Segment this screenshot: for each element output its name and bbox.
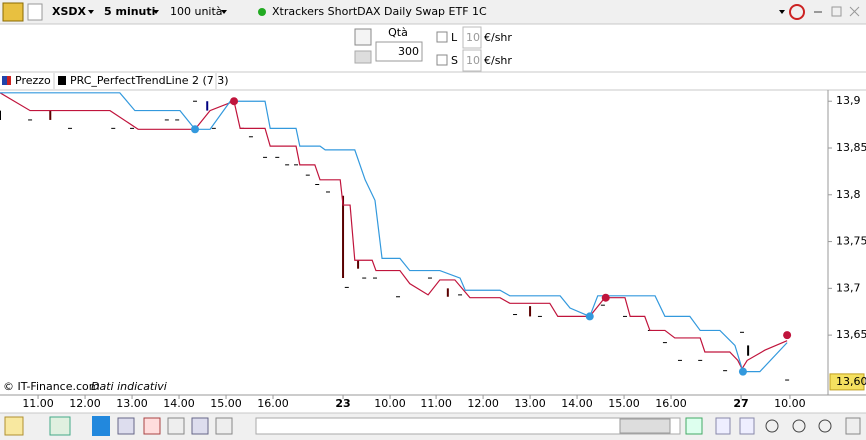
x-tick-label: 11.00 — [420, 397, 452, 410]
short-checkbox[interactable] — [436, 54, 448, 66]
note: Dati indicativi — [91, 380, 167, 393]
legend-price: Prezzo — [15, 74, 51, 87]
long-checkbox[interactable] — [436, 31, 448, 43]
legend-indicator: PRC_PerfectTrendLine 2 (7 3) — [70, 74, 229, 87]
redo[interactable] — [739, 417, 755, 435]
source: © IT-Finance.com — [3, 380, 100, 393]
x-tick-label: 16.00 — [655, 397, 687, 410]
short-label: S — [451, 54, 458, 67]
timeframe[interactable]: 5 minuti — [104, 5, 155, 18]
demo-icon[interactable] — [2, 2, 24, 22]
qty-value[interactable]: 300 — [398, 45, 419, 58]
x-tick-label: 14.00 — [163, 397, 195, 410]
instrument: Xtrackers ShortDAX Daily Swap ETF 1C — [272, 5, 487, 18]
refresh-icon[interactable] — [789, 4, 805, 20]
quantity[interactable]: 100 unità — [170, 5, 223, 18]
tool[interactable] — [143, 417, 161, 435]
y-tick-label: 13,75 — [836, 235, 866, 248]
signal-dot — [783, 331, 792, 340]
legend-swatch — [7, 76, 11, 85]
short-value[interactable]: 10 — [466, 54, 480, 67]
tool[interactable] — [167, 417, 185, 435]
symbol[interactable]: XSDX — [52, 5, 87, 18]
x-tick-label: 13.00 — [514, 397, 546, 410]
long-value[interactable]: 10 — [466, 31, 480, 44]
x-tick-label: 12.00 — [467, 397, 499, 410]
signal-dot — [601, 293, 610, 302]
x-tick-label: 16.00 — [257, 397, 289, 410]
zoom-in[interactable] — [818, 419, 832, 433]
x-tick-label: 11.00 — [22, 397, 54, 410]
top-toolbar — [0, 0, 866, 24]
scrollbar[interactable] — [255, 417, 681, 435]
draw-tool[interactable] — [4, 416, 24, 436]
last-price-label: 13,60 — [836, 375, 866, 388]
x-tick-label: 15.00 — [210, 397, 242, 410]
status-dot — [258, 8, 266, 16]
settings-icon[interactable] — [354, 28, 372, 46]
long-label: L — [451, 31, 458, 44]
signal-dot — [230, 97, 239, 106]
y-tick-label: 13,85 — [836, 141, 866, 154]
tool[interactable] — [685, 417, 703, 435]
legend-swatch — [58, 76, 66, 85]
short-input[interactable] — [462, 49, 482, 72]
share-tool[interactable] — [92, 416, 110, 436]
legend-swatch — [2, 76, 7, 85]
trend-line — [0, 92, 788, 373]
qty-input[interactable] — [375, 41, 423, 62]
qty-label: Qtà — [388, 26, 408, 39]
close[interactable] — [849, 6, 860, 17]
undo[interactable] — [715, 417, 731, 435]
long-input[interactable] — [462, 26, 482, 49]
y-tick-label: 13,9 — [836, 94, 861, 107]
zoom-out[interactable] — [792, 419, 806, 433]
x-tick-label: 12.00 — [69, 397, 101, 410]
y-tick-label: 13,65 — [836, 328, 866, 341]
y-tick-label: 13,8 — [836, 188, 861, 201]
trend-line — [0, 92, 788, 371]
x-tick-label: 13.00 — [116, 397, 148, 410]
keypad-icon[interactable] — [354, 50, 372, 64]
x-tick-label: 14.00 — [561, 397, 593, 410]
fav-icon[interactable] — [27, 3, 43, 21]
tool[interactable] — [117, 417, 135, 435]
minimize[interactable] — [814, 11, 822, 13]
y-tick-label: 13,7 — [836, 281, 861, 294]
last-price-box — [829, 373, 865, 391]
tool[interactable] — [191, 417, 209, 435]
signal-dot — [191, 125, 200, 134]
x-tick-label: 27 — [733, 397, 748, 410]
maximize[interactable] — [831, 6, 842, 17]
x-tick-label: 10.00 — [774, 397, 806, 410]
signal-dot — [738, 367, 747, 376]
x-tick-label: 15.00 — [608, 397, 640, 410]
long-unit: €/shr — [484, 31, 512, 44]
x-tick-label: 23 — [335, 397, 350, 410]
tool[interactable] — [215, 417, 233, 435]
indicator-tool[interactable] — [49, 416, 71, 436]
scroll-thumb[interactable] — [619, 418, 671, 434]
signal-dot — [585, 312, 594, 321]
short-unit: €/shr — [484, 54, 512, 67]
x-tick-label: 10.00 — [374, 397, 406, 410]
tool[interactable] — [845, 417, 861, 435]
zoom-fit[interactable] — [765, 419, 779, 433]
